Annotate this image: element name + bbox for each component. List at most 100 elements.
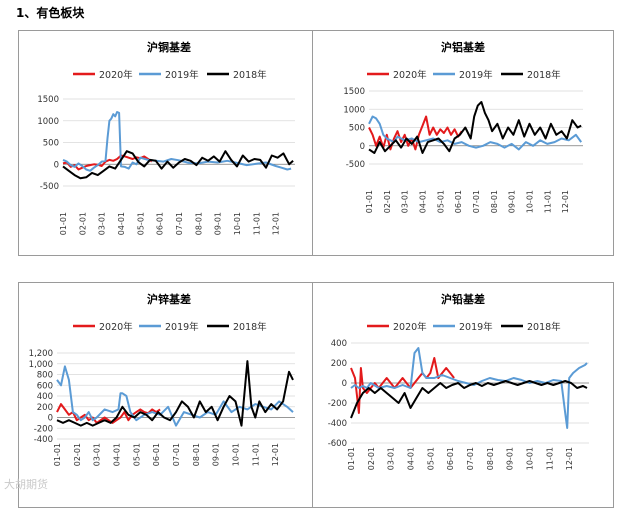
chart-panel-lead: 沪铅基差 2020年 2019年 2018年 -600 -400 -200 0 200 400 01… [312,282,614,508]
series-line-2020年 [62,154,153,171]
x-tick-label: 02-01 [383,190,392,213]
legend-label: 2019年 [459,69,493,81]
x-tick-label: 11-01 [545,447,554,470]
y-tick-label: -500 [346,160,365,170]
chart-panel-copper: 沪铜基差 2020年 2019年 2018年 -500 0 500 1000 1500 01-01… [18,30,320,256]
chart-title: 沪铜基差 [147,40,191,54]
x-tick-label: 02-01 [78,212,87,235]
y-tick-label: -600 [328,439,347,449]
x-tick-label: 03-01 [401,190,410,213]
x-tick-label: 07-01 [472,190,481,213]
x-tick-label: 10-01 [526,190,535,213]
x-tick-label: 09-01 [506,447,515,470]
x-tick-label: 08-01 [486,447,495,470]
x-tick-label: 11-01 [543,190,552,213]
chart-aluminum-svg: 沪铝基差 2020年 2019年 2018年 -500 0 500 1000 1500 01-01… [343,40,583,213]
series-line-2020年 [56,403,161,424]
x-tick-label: 08-01 [490,190,499,213]
y-tick-label: 0 [48,414,53,424]
x-tick-label: 01-01 [347,447,356,470]
legend-label: 2019年 [165,321,199,333]
legend-label: 2018年 [527,321,561,333]
y-tick-label: 200 [331,359,347,369]
y-tick-label: 1,000 [29,360,53,370]
x-tick-label: 04-01 [407,447,416,470]
y-tick-label: 1,200 [29,349,53,359]
x-tick-label: 08-01 [194,212,203,235]
x-tick-label: 05-01 [426,447,435,470]
x-tick-label: 01-01 [365,190,374,213]
y-tick-label: 1500 [37,95,59,105]
y-tick-label: 0 [54,160,59,170]
x-tick-label: 07-01 [466,447,475,470]
y-tick-label: 200 [37,403,53,413]
y-tick-label: 400 [37,392,53,402]
x-tick-label: 03-01 [387,447,396,470]
x-tick-label: 05-01 [132,443,141,466]
chart-lead-svg: 沪铅基差 2020年 2019年 2018年 -600 -400 -200 0 200 400 01… [328,292,589,470]
legend-label: 2018年 [527,69,561,81]
y-tick-label: -200 [34,424,53,434]
x-tick-label: 05-01 [436,190,445,213]
y-tick-label: -200 [328,399,347,409]
y-tick-label: 0 [360,142,365,152]
x-tick-label: 01-01 [59,212,68,235]
x-tick-label: 01-01 [53,443,62,466]
legend-label: 2018年 [233,321,267,333]
x-tick-label: 02-01 [73,443,82,466]
chart-title: 沪锌基差 [147,292,191,306]
y-tick-label: 600 [37,381,53,391]
x-tick-label: 06-01 [156,212,165,235]
series-line-2019年 [350,347,588,429]
y-tick-label: 500 [43,139,59,149]
x-tick-label: 11-01 [251,443,260,466]
x-tick-label: 12-01 [561,190,570,213]
chart-title: 沪铝基差 [441,40,485,54]
x-tick-label: 06-01 [152,443,161,466]
x-tick-label: 08-01 [192,443,201,466]
section-title: 1、有色板块 [16,6,85,20]
x-tick-label: 12-01 [565,447,574,470]
x-tick-label: 04-01 [419,190,428,213]
legend-label: 2019年 [459,321,493,333]
y-tick-label: 800 [37,371,53,381]
x-tick-label: 04-01 [113,443,122,466]
x-tick-label: 10-01 [232,443,241,466]
x-tick-label: 09-01 [508,190,517,213]
y-tick-label: 1500 [343,87,365,97]
x-tick-label: 03-01 [93,443,102,466]
y-tick-label: -500 [40,182,59,192]
watermark: 大胡期货 [4,478,48,491]
x-tick-label: 06-01 [454,190,463,213]
chart-zinc-svg: 沪锌基差 2020年 2019年 2018年 -400-2000200400600800… [29,292,295,466]
y-tick-label: -400 [328,419,347,429]
legend-label: 2020年 [393,321,427,333]
y-tick-label: 500 [349,124,365,134]
x-tick-label: 06-01 [446,447,455,470]
chart-copper-svg: 沪铜基差 2020年 2019年 2018年 -500 0 500 1000 1500 01-01… [37,40,295,235]
x-tick-label: 03-01 [98,212,107,235]
y-tick-label: -400 [34,435,53,445]
x-tick-label: 12-01 [272,212,281,235]
x-tick-label: 09-01 [214,212,223,235]
x-tick-label: 02-01 [367,447,376,470]
y-tick-label: 400 [331,339,347,349]
y-tick-label: 0 [342,379,347,389]
x-tick-label: 04-01 [117,212,126,235]
x-tick-label: 05-01 [136,212,145,235]
legend-label: 2019年 [165,69,199,81]
series-line-2019年 [368,115,583,151]
series-line-2018年 [350,380,588,419]
legend-label: 2020年 [99,69,133,81]
legend-label: 2020年 [393,69,427,81]
chart-panel-zinc: 沪锌基差 2020年 2019年 2018年 -400 -200 0 200 400 600 800… [18,282,320,508]
chart-panel-aluminum: 沪铝基差 2020年 2019年 2018年 -500 0 500 1000 1500 01-01… [312,30,614,256]
series-line-2018年 [368,101,582,154]
x-tick-label: 11-01 [252,212,261,235]
series-line-2020年 [368,115,463,151]
legend-label: 2018年 [233,69,267,81]
series-line-2019年 [62,111,292,172]
x-tick-label: 07-01 [175,212,184,235]
series-line-2018年 [62,150,294,180]
y-tick-label: 1000 [37,117,59,127]
